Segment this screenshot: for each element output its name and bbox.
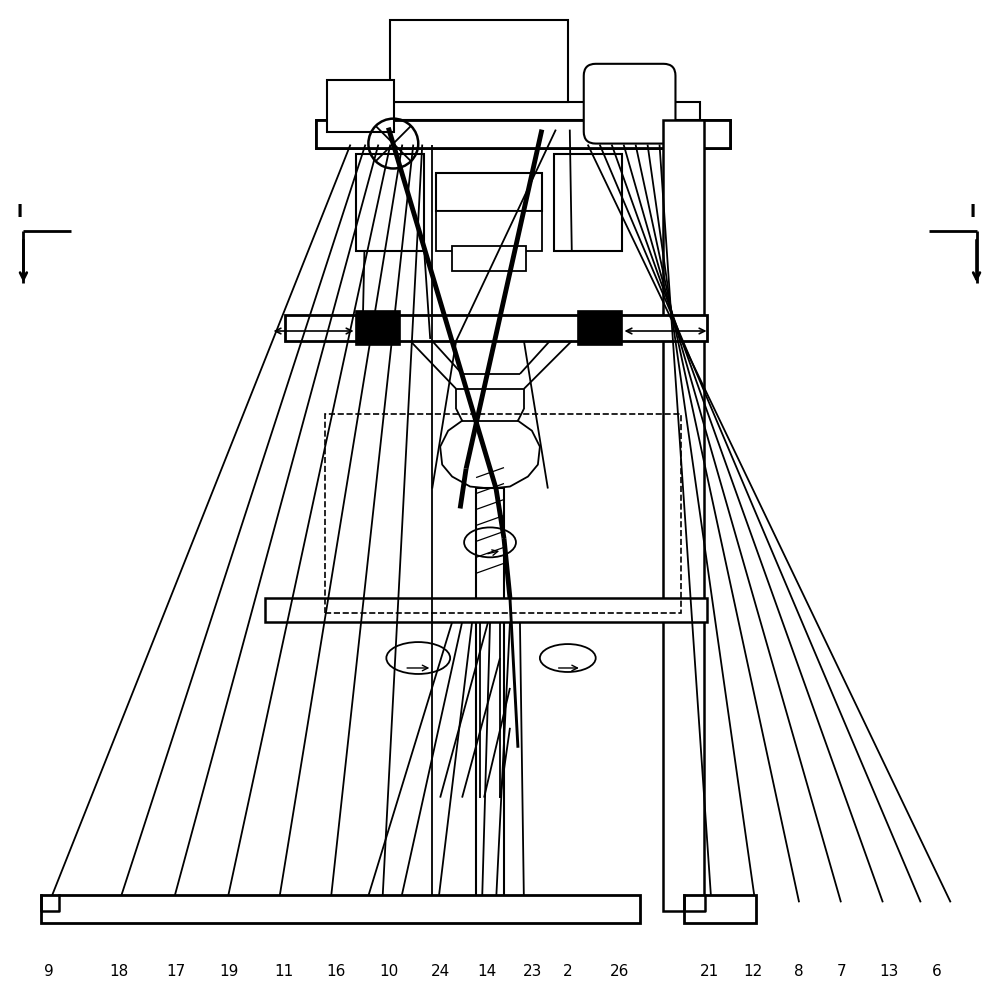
Text: 14: 14 — [477, 964, 497, 979]
Bar — [663, 120, 704, 911]
Bar — [327, 80, 394, 132]
Bar — [316, 120, 730, 148]
Text: 10: 10 — [380, 964, 399, 979]
Text: 18: 18 — [110, 964, 129, 979]
Bar — [285, 315, 707, 341]
Bar — [684, 895, 756, 923]
Bar — [41, 895, 640, 923]
Bar — [356, 311, 400, 345]
Text: 24: 24 — [431, 964, 450, 979]
Bar — [316, 120, 682, 148]
Bar — [452, 246, 526, 271]
Bar — [390, 20, 568, 102]
Bar — [436, 173, 542, 211]
Text: 16: 16 — [327, 964, 346, 979]
Text: 17: 17 — [166, 964, 186, 979]
FancyBboxPatch shape — [584, 64, 675, 144]
Text: I: I — [16, 203, 23, 221]
Bar — [265, 598, 707, 622]
Text: 21: 21 — [700, 964, 719, 979]
Text: 19: 19 — [219, 964, 239, 979]
Text: 7: 7 — [837, 964, 847, 979]
Bar — [345, 102, 700, 120]
Bar — [476, 488, 504, 911]
Bar — [436, 211, 542, 251]
Bar — [578, 311, 622, 345]
Text: 11: 11 — [274, 964, 293, 979]
Bar — [682, 120, 730, 148]
Text: 6: 6 — [932, 964, 942, 979]
Text: 9: 9 — [44, 964, 54, 979]
Bar — [554, 154, 622, 251]
Text: 23: 23 — [523, 964, 543, 979]
Text: 8: 8 — [794, 964, 804, 979]
Text: 12: 12 — [744, 964, 763, 979]
Text: 26: 26 — [610, 964, 629, 979]
Bar — [356, 154, 424, 251]
Text: I: I — [970, 203, 976, 221]
Bar — [325, 414, 681, 613]
Text: 2: 2 — [563, 964, 573, 979]
Text: 13: 13 — [879, 964, 899, 979]
